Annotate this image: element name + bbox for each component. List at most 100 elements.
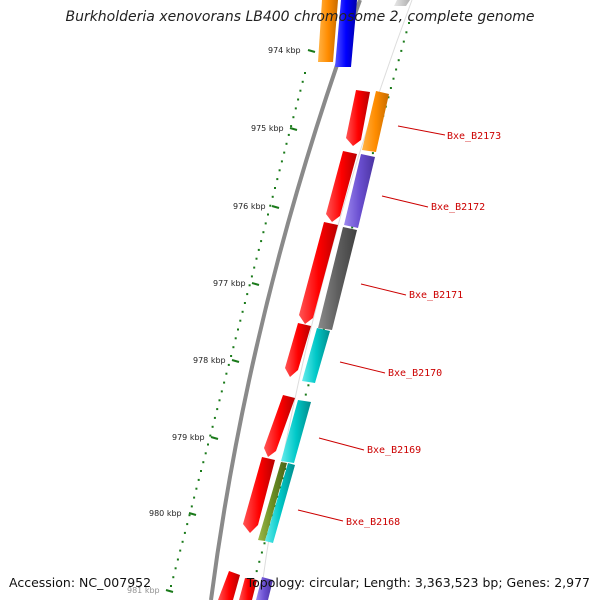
gc-skew-dot (283, 151, 286, 154)
gc-skew-dot (290, 125, 293, 128)
gc-skew-dot (262, 231, 265, 234)
gc-skew-dot (213, 416, 216, 419)
gc-skew-dot (188, 514, 191, 517)
tick-label-975: 975 kbp (251, 124, 284, 133)
gc-skew-dot (255, 257, 258, 260)
gc-skew-dot (299, 89, 302, 92)
cog-bxe-b2170 (302, 328, 330, 383)
leader-bxe-b2170 (339, 361, 386, 374)
gc-skew-dot (304, 72, 306, 74)
gc-content-dot (268, 523, 271, 526)
gc-skew-dot (239, 319, 242, 322)
gene-label-bxe-b2172[interactable]: Bxe_B2172 (431, 202, 485, 213)
cds-bxe-b2168-strand (243, 457, 275, 533)
scale-ticks (165, 49, 316, 593)
gc-skew-dot (183, 531, 186, 534)
gc-skew-dot (170, 585, 172, 587)
gc-skew-dot (181, 540, 184, 543)
gc-skew-dot (285, 142, 288, 145)
leader-bxe-b2171 (360, 283, 407, 296)
gene-label-bxe-b2169[interactable]: Bxe_B2169 (367, 445, 421, 456)
scale-tick-mark (165, 589, 174, 593)
gc-skew-dot (264, 222, 267, 225)
cds-feature-bottom-red-1 (218, 571, 240, 600)
gc-skew-dot (186, 523, 189, 526)
scale-tick-mark (289, 127, 298, 131)
gc-skew-dot (218, 399, 221, 402)
cog-bxe-b2169 (281, 400, 311, 463)
cds-bxe-b2171-strand (299, 222, 338, 324)
gc-content-dot (389, 87, 392, 89)
cds-feature-bottom-red-2 (239, 578, 257, 600)
tick-label-980: 980 kbp (149, 509, 182, 518)
leader-bxe-b2169 (318, 437, 365, 451)
gc-skew-dot (172, 576, 175, 579)
gc-skew-dot (200, 470, 202, 472)
tick-label-978: 978 kbp (193, 356, 226, 365)
gc-skew-dot (243, 302, 246, 304)
gc-skew-dot (253, 266, 256, 269)
cds-bxe-b2169-strand (264, 395, 295, 457)
gc-skew-dot (220, 390, 223, 393)
tick-label-981: 981 kbp (127, 586, 160, 595)
gene-label-bxe-b2171[interactable]: Bxe_B2171 (409, 290, 463, 301)
gc-skew-dot (301, 80, 304, 83)
gc-content-dot (387, 96, 390, 99)
gc-skew-dot (280, 160, 283, 163)
cog-bxe-b2168-olive (258, 462, 287, 541)
gc-content-dot (392, 77, 395, 80)
tick-label-977: 977 kbp (213, 279, 246, 288)
gc-skew-dot (232, 346, 235, 349)
cog-bxe-b2171 (318, 227, 357, 330)
gene-label-bxe-b2170[interactable]: Bxe_B2170 (388, 368, 442, 379)
tick-label-979: 979 kbp (172, 433, 205, 442)
gc-skew-dot (216, 408, 219, 411)
gc-content-dot (402, 40, 405, 43)
cog-bxe-b2172 (344, 154, 375, 228)
gc-skew-dot (230, 355, 233, 357)
cds-feature-bottom-purple (256, 577, 273, 600)
genome-summary: Topology: circular; Length: 3,363,523 bp… (246, 575, 590, 590)
scale-tick-mark (307, 49, 316, 53)
gc-skew-track-inner (170, 72, 306, 587)
cds-bxe-b2170-strand (285, 323, 311, 377)
gc-skew-dot (257, 248, 260, 251)
gc-skew-dot (174, 567, 177, 570)
gc-content-dot (408, 22, 410, 24)
gc-skew-dot (269, 204, 272, 207)
gene-label-bxe-b2168[interactable]: Bxe_B2168 (346, 517, 400, 528)
backbone-inner-arc (209, 0, 362, 600)
gc-content-dot (260, 551, 263, 554)
map-title: Burkholderia xenovorans LB400 chromosome… (65, 9, 535, 25)
accession-label: Accession: NC_007952 (9, 575, 152, 590)
gc-skew-dot (267, 213, 269, 216)
gc-skew-dot (207, 443, 209, 446)
gc-skew-dot (297, 98, 300, 101)
cds-feature-top-orange (318, 0, 338, 62)
gc-skew-dot (227, 363, 230, 366)
gc-skew-dot (271, 195, 274, 198)
gc-skew-dot (195, 487, 198, 490)
gc-skew-dot (176, 558, 179, 561)
gc-skew-dot (211, 425, 214, 428)
scale-tick-mark (188, 512, 197, 516)
gc-content-dot (263, 542, 266, 545)
gc-content-dot (304, 393, 307, 396)
gc-skew-dot (197, 478, 200, 481)
leader-bxe-b2172 (381, 195, 429, 208)
gc-skew-dot (237, 328, 239, 331)
cog-bxe-b2168-cyan (265, 463, 295, 543)
gc-content-dot (395, 68, 398, 71)
gc-skew-dot (190, 505, 193, 508)
cds-feature-top-blue (335, 0, 357, 67)
leader-bxe-b2173 (397, 125, 446, 136)
gc-skew-dot (278, 169, 281, 172)
gc-skew-dot (287, 133, 290, 136)
gc-skew-dot (204, 452, 207, 455)
gc-content-dot (371, 152, 374, 155)
gene-label-bxe-b2173[interactable]: Bxe_B2173 (447, 131, 501, 142)
gc-skew-dot (274, 187, 276, 189)
gc-skew-dot (193, 496, 196, 499)
cds-bxe-b2172-strand (326, 151, 357, 222)
gc-skew-dot (209, 434, 212, 437)
